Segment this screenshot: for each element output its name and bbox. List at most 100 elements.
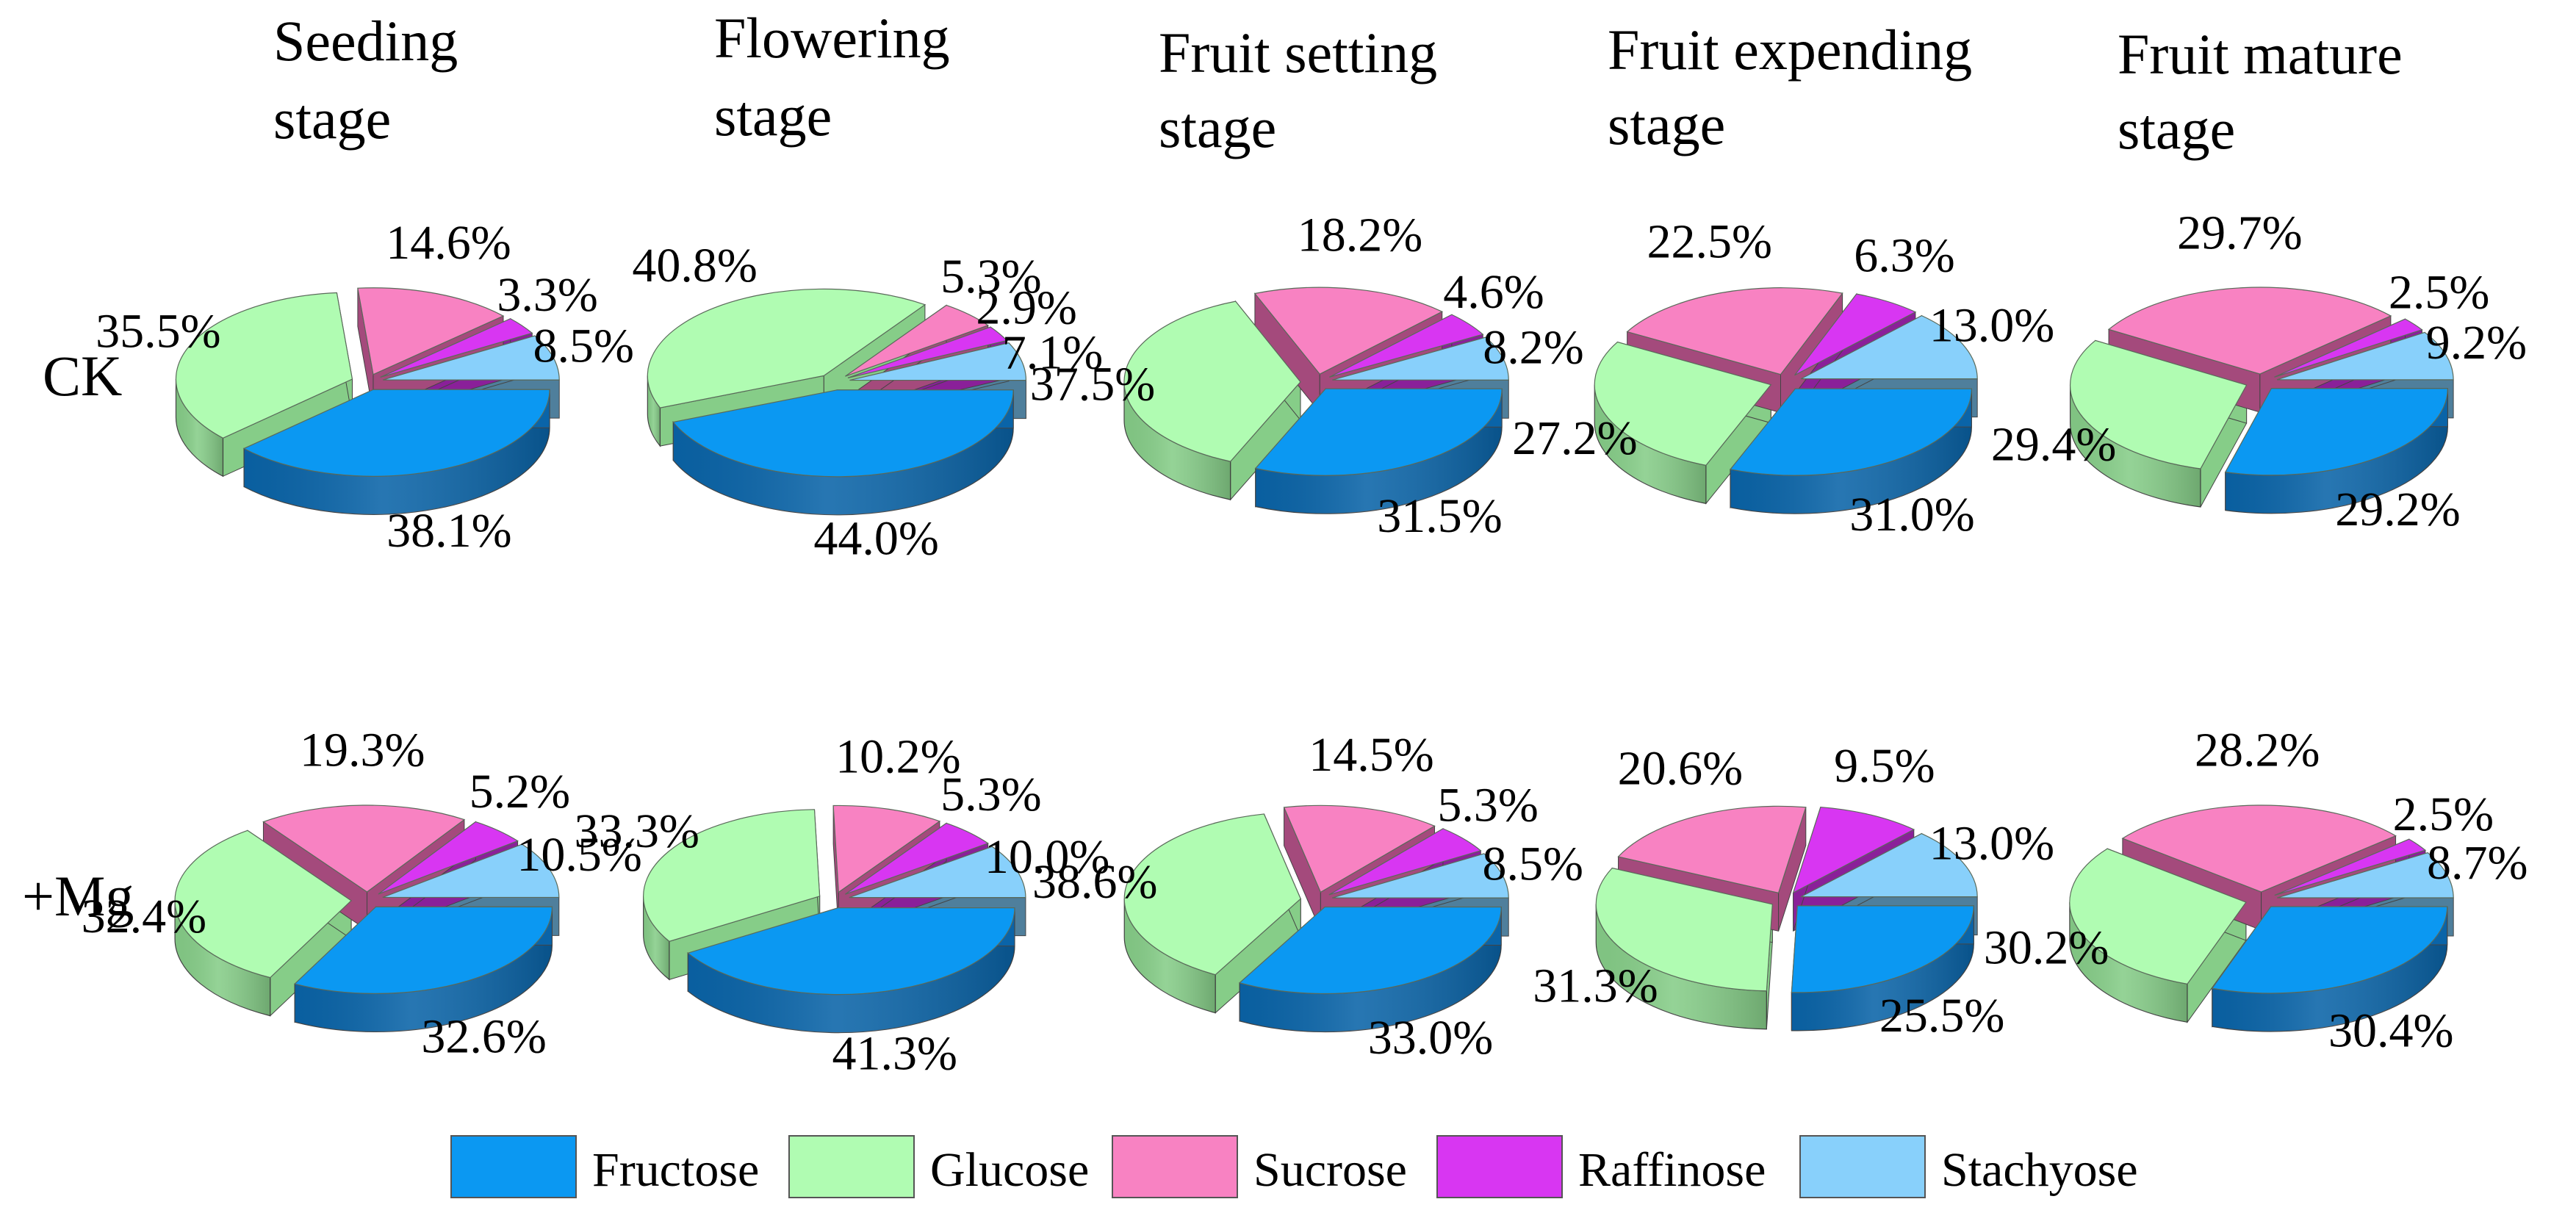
row-label-ck: CK xyxy=(43,344,122,408)
pie-slice-shade xyxy=(1124,899,1216,1013)
pie-slice-fructose xyxy=(1238,906,1502,995)
stage-title-line-2: stage xyxy=(1159,96,1276,159)
pie-label-sucrose: 22.5% xyxy=(1647,215,1772,268)
pie-label-raffinose: 2.9% xyxy=(976,281,1076,334)
pie-slice-shade xyxy=(2070,385,2201,508)
pie-slice-sucrose xyxy=(262,804,466,893)
legend-swatch-fructose xyxy=(450,1135,577,1198)
pie-label-sucrose: 19.3% xyxy=(300,724,425,777)
pie-label-glucose: 29.4% xyxy=(1991,418,2116,472)
stage-title-line-2: stage xyxy=(714,84,832,148)
pie-mg-stage-4: 13.0% 9.5% 20.6% 31.3% 25.5% xyxy=(1533,739,2054,1043)
pie-slice-fructose xyxy=(2224,388,2448,476)
svg-text:stage: stage xyxy=(273,87,391,151)
pie-label-sucrose: 18.2% xyxy=(1298,209,1422,262)
pie-label-glucose: 37.5% xyxy=(1030,358,1155,411)
pie-label-raffinose: 9.5% xyxy=(1834,739,1935,793)
pie-label-raffinose: 2.5% xyxy=(2393,788,2494,841)
pie-label-fructose: 32.6% xyxy=(421,1010,546,1064)
pie-slice-sucrose xyxy=(357,287,505,375)
pie-slice-raffinose xyxy=(2274,318,2423,378)
pie-grid: 8.5%3.3%14.6%35.5%38.1%7.1%2.9%5.3%40.8%… xyxy=(82,206,2528,1081)
pie-label-fructose: 41.3% xyxy=(832,1026,957,1080)
svg-text:Flowering: Flowering xyxy=(714,6,950,70)
pie-label-fructose: 44.0% xyxy=(813,512,938,566)
pie-ck-stage-4: 13.0% 6.3% 22.5% 27.2% 31.0% xyxy=(1512,215,2054,541)
pie-slice-glucose xyxy=(1595,867,1773,992)
stage-title-line-1: Fruit mature xyxy=(2118,22,2403,86)
pie-label-glucose: 38.6% xyxy=(1032,855,1157,909)
pie-slice-stachyose xyxy=(2276,331,2454,381)
pie-slice-shade xyxy=(1124,381,1231,500)
pie-slice-stachyose xyxy=(2277,852,2454,899)
pie-label-stachyose: 9.2% xyxy=(2426,316,2527,370)
legend-label-sucrose: Sucrose xyxy=(1253,1143,1407,1197)
pie-slice-shade xyxy=(2225,388,2448,514)
pie-slice-glucose xyxy=(643,809,821,943)
pie-mg-stage-1: 10.5% 5.2% 19.3% 32.4% 32.6% xyxy=(82,724,642,1064)
svg-text:Fruit expending: Fruit expending xyxy=(1608,18,1972,82)
pie-slice-fructose xyxy=(1254,388,1503,476)
stage-title: Fruit mature stage xyxy=(2118,22,2403,161)
pie-slice-stachyose xyxy=(1800,832,1978,898)
pie-slice-fructose xyxy=(1729,388,1972,476)
pie-slice-glucose xyxy=(647,288,927,408)
pie-slice-stachyose xyxy=(1332,336,1509,381)
pie-label-sucrose: 14.5% xyxy=(1309,728,1433,782)
pie-label-sucrose: 20.6% xyxy=(1618,742,1743,796)
pie-label-fructose: 33.0% xyxy=(1368,1011,1493,1065)
pie-slice-glucose xyxy=(175,292,353,439)
legend-label-raffinose: Raffinose xyxy=(1578,1143,1766,1197)
pie-slice-stachyose xyxy=(383,335,560,381)
stage-title-line-1: Fruit setting xyxy=(1159,21,1437,84)
legend-label-glucose: Glucose xyxy=(930,1143,1089,1197)
stage-title: Fruit setting stage xyxy=(1159,21,1437,159)
pie-label-stachyose: 10.5% xyxy=(517,828,641,882)
pie-slice-raffinose xyxy=(847,326,1008,378)
pie-slice-shade xyxy=(647,375,661,447)
pie-slice-sucrose xyxy=(1283,804,1436,893)
legend: Fructose Glucose Sucrose Raffinose Stach… xyxy=(450,1135,2138,1198)
pie-label-sucrose: 10.2% xyxy=(835,730,960,783)
pie-slice-fructose xyxy=(2211,906,2448,994)
pie-mg-stage-3: 8.5%5.3%14.5% 38.6% 33.0% xyxy=(1032,728,1583,1065)
pie-slice-stachyose xyxy=(849,846,1026,899)
pie-label-stachyose: 13.0% xyxy=(1929,816,2054,870)
pie-slice-raffinose xyxy=(845,822,989,895)
pie-slice-fructose xyxy=(242,389,550,477)
pie-slice-shade xyxy=(295,907,553,1032)
pie-slice-fructose xyxy=(686,907,1015,996)
pie-ck-stage-2: 7.1%2.9%5.3% 40.8% 44.0% xyxy=(632,239,1103,565)
pie-label-fructose: 29.2% xyxy=(2335,483,2460,536)
pie-slice-raffinose xyxy=(2274,838,2427,896)
pie-label-stachyose: 8.2% xyxy=(1483,320,1583,374)
pie-label-sucrose: 28.2% xyxy=(2195,724,2320,777)
pie-label-sucrose: 29.7% xyxy=(2177,206,2302,260)
svg-text:stage: stage xyxy=(2118,97,2235,161)
legend-swatch-stachyose xyxy=(1799,1135,1926,1198)
pie-ck-stage-5: 9.2%2.5% 29.7% 29.4% 29.2% xyxy=(1991,206,2527,536)
pie-slice-shade xyxy=(1240,907,1502,1032)
pie-slice-sucrose xyxy=(832,804,941,893)
pie-slice-stachyose xyxy=(849,342,1027,381)
pie-slice-raffinose xyxy=(1329,314,1484,378)
pie-slice-sucrose xyxy=(2107,287,2392,375)
svg-text:Seeding: Seeding xyxy=(273,9,458,73)
pie-label-glucose: 40.8% xyxy=(632,239,757,292)
pie-slice-glucose xyxy=(174,829,353,979)
pie-slice-stachyose xyxy=(1332,853,1509,899)
pie-slice-sucrose xyxy=(1617,805,1807,894)
pie-slice-glucose xyxy=(2070,339,2248,469)
svg-text:Fruit setting: Fruit setting xyxy=(1159,21,1437,84)
pie-slice-shade xyxy=(1791,905,1974,1031)
legend-swatch-sucrose xyxy=(1112,1135,1238,1198)
pie-ck-stage-3: 8.2%4.6% 18.2% 37.5% 31.5% xyxy=(1030,209,1584,543)
stage-title: Flowering stage xyxy=(714,6,950,148)
pie-slice-shade xyxy=(176,379,223,477)
pie-label-stachyose: 10.0% xyxy=(985,830,1109,884)
pie-label-raffinose: 5.2% xyxy=(469,765,570,818)
pie-label-stachyose: 8.5% xyxy=(533,319,633,372)
pie-mg-stage-5: 8.7%2.5% 28.2% 30.2% 30.4% xyxy=(1984,724,2528,1058)
stage-title-line-1: Flowering xyxy=(714,6,950,70)
